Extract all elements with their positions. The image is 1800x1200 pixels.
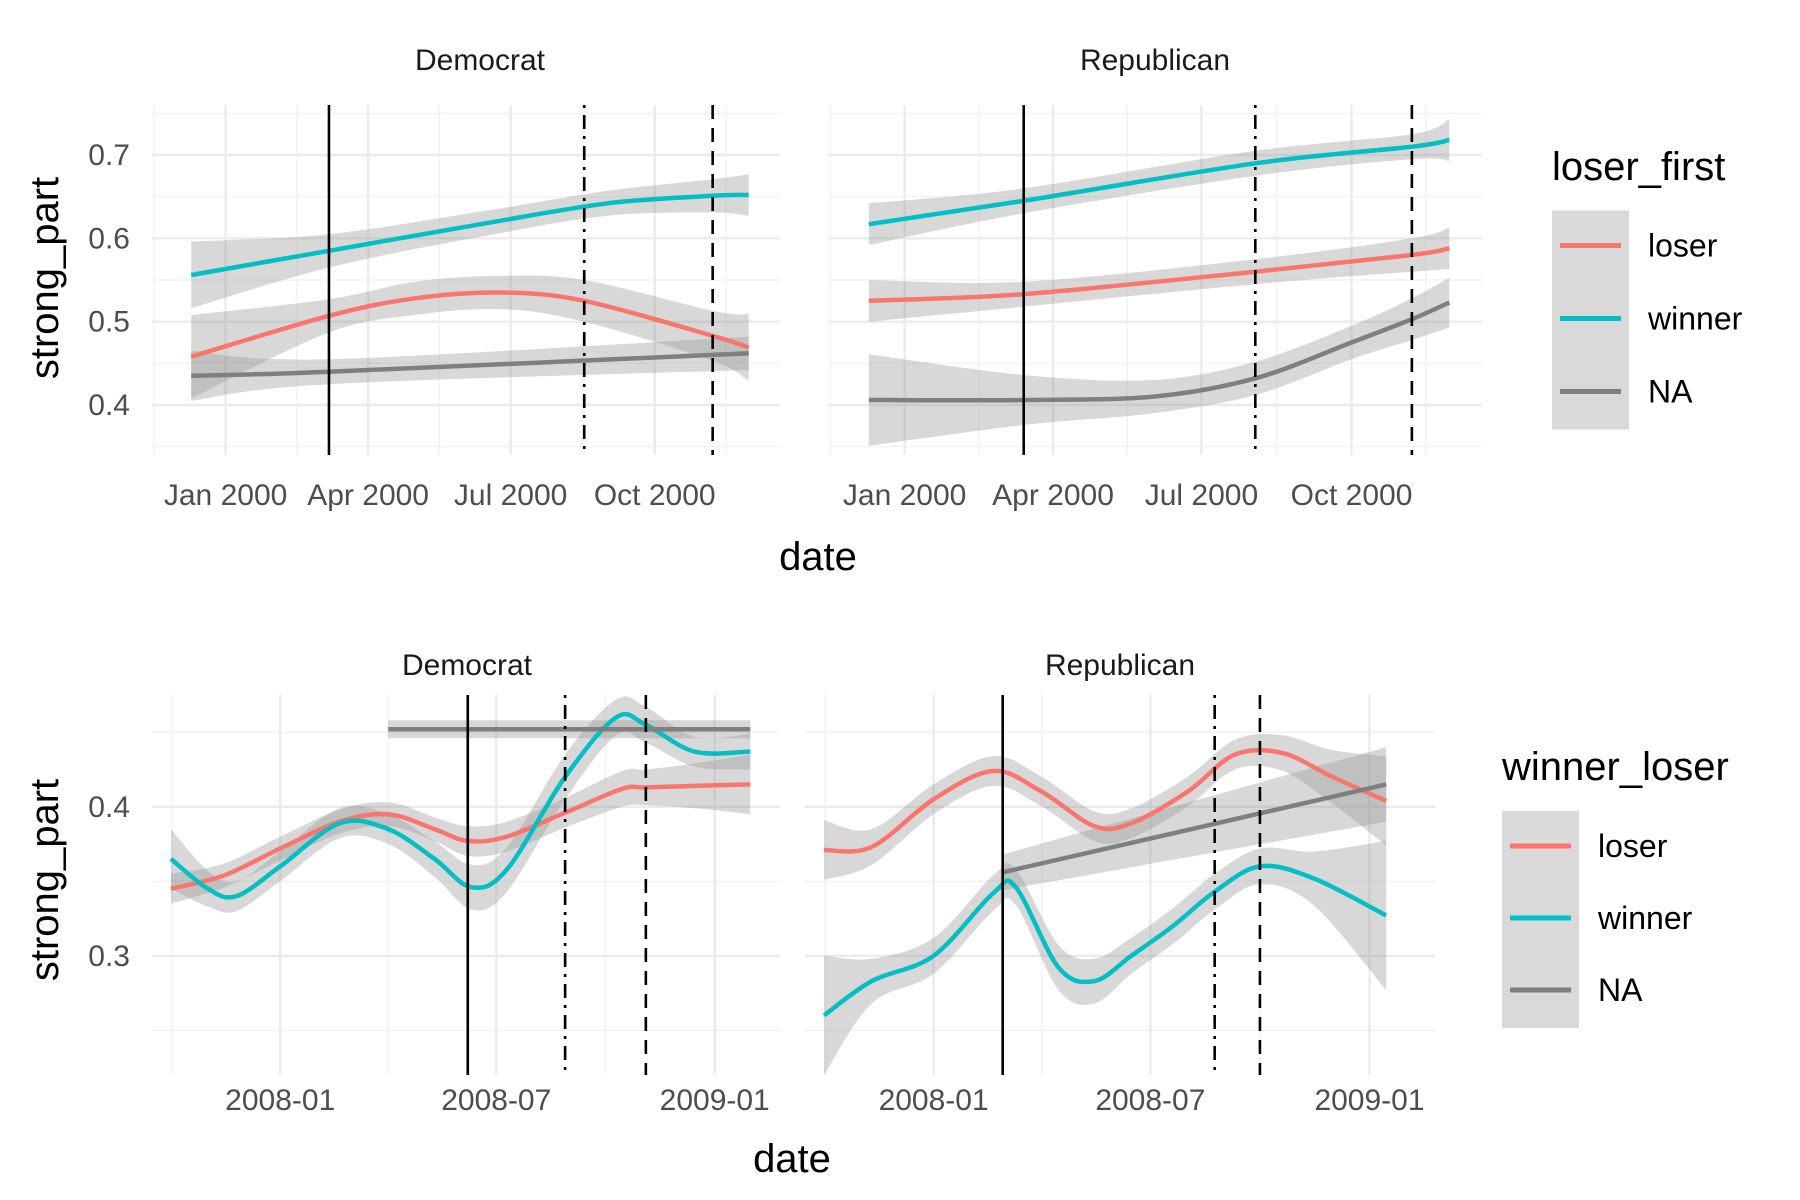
chart-top: Democrat Republican strong_part date los… [23, 44, 1743, 579]
ribbon-winner [171, 696, 751, 913]
ribbon-winner [824, 841, 1387, 1075]
line-na [191, 351, 749, 379]
x-tick-label: Apr 2000 [992, 479, 1114, 512]
legend-key-loser: loser [1552, 210, 1718, 284]
x-axis-title: date [779, 535, 857, 579]
x-tick-label: 2008-07 [441, 1084, 551, 1117]
ribbon-na [868, 277, 1450, 446]
legend-title: winner_loser [1501, 745, 1729, 789]
x-tick-label: 2008-01 [879, 1084, 989, 1117]
facet-strip-right: Republican [1045, 649, 1195, 682]
x-tick-label: 2009-01 [1314, 1084, 1424, 1117]
facet-strip-right: Republican [1080, 44, 1230, 77]
legend-label: NA [1598, 972, 1643, 1008]
line-loser [190, 290, 750, 359]
legend-key-loser: loser [1502, 811, 1668, 884]
legend-key-na: NA [1552, 356, 1693, 430]
facet-strip-left: Democrat [402, 649, 533, 682]
ribbon-loser [171, 754, 751, 904]
panel-democrat: Jan 2000 Apr 2000 Jul 2000 Oct 2000 0.4 0.5 0.… [88, 105, 780, 512]
y-tick-label: 0.3 [88, 940, 130, 973]
x-tick-label: Jan 2000 [164, 479, 287, 512]
legend-key-winner: winner [1552, 283, 1743, 357]
x-tick-label: Jul 2000 [454, 479, 567, 512]
legend-key-na: NA [1502, 955, 1643, 1028]
line-winner [868, 137, 1450, 227]
x-tick-label: Jan 2000 [843, 479, 966, 512]
ribbon-loser [868, 227, 1450, 322]
x-tick-label: Oct 2000 [594, 479, 716, 512]
x-tick-label: 2009-01 [660, 1084, 770, 1117]
ribbon-winner [868, 119, 1450, 245]
x-tick-label: Jul 2000 [1145, 479, 1258, 512]
legend-title: loser_first [1552, 145, 1725, 189]
x-tick-label: 2008-01 [225, 1084, 335, 1117]
ribbon-na [191, 336, 749, 401]
line-na [1002, 782, 1387, 875]
panel-democrat: 2008-01 2008-07 2009-01 0.3 0.4 [88, 695, 780, 1117]
x-tick-label: 2008-07 [1095, 1084, 1205, 1117]
ribbon-winner [191, 174, 749, 309]
line-winner [169, 711, 751, 900]
x-tick-label: Oct 2000 [1291, 479, 1413, 512]
x-axis-title: date [753, 1137, 831, 1181]
x-tick-label: Apr 2000 [307, 479, 429, 512]
chart-bottom: Democrat Republican strong_part date win… [23, 649, 1729, 1181]
ribbon-loser [824, 734, 1387, 880]
y-axis-title: strong_part [23, 177, 67, 379]
line-na [868, 300, 1451, 403]
y-tick-label: 0.5 [88, 306, 130, 339]
line-winner [190, 192, 749, 278]
legend-label: winner [1647, 301, 1743, 337]
ribbon-na [1002, 747, 1387, 891]
panel-republican: Jan 2000 Apr 2000 Jul 2000 Oct 2000 [828, 105, 1482, 512]
y-tick-label: 0.7 [88, 139, 130, 172]
legend-label: winner [1597, 900, 1693, 936]
y-tick-label: 0.6 [88, 222, 130, 255]
y-tick-label: 0.4 [88, 791, 130, 824]
y-axis-title: strong_part [23, 779, 67, 981]
line-loser [823, 747, 1388, 854]
y-tick-label: 0.4 [88, 389, 130, 422]
legend-label: loser [1648, 228, 1718, 264]
facet-strip-left: Democrat [415, 44, 546, 77]
legend-key-winner: winner [1502, 883, 1693, 956]
legend-label: NA [1648, 374, 1693, 410]
panel-republican: 2008-01 2008-07 2009-01 [805, 695, 1435, 1117]
legend-label: loser [1598, 828, 1668, 864]
